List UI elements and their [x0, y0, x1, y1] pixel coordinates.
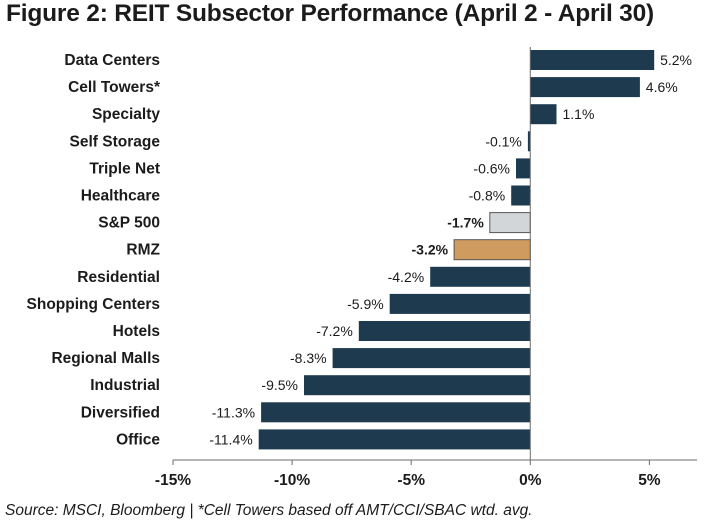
- x-tick-label: 0%: [519, 472, 542, 489]
- category-label: RMZ: [126, 242, 160, 259]
- category-label: Healthcare: [81, 188, 161, 205]
- bar: [516, 158, 531, 179]
- source-footnote: Source: MSCI, Bloomberg | *Cell Towers b…: [5, 502, 533, 519]
- data-label: -0.1%: [485, 133, 522, 149]
- data-label: 1.1%: [563, 106, 595, 122]
- x-tick-label: -5%: [397, 472, 425, 489]
- bar: [430, 266, 531, 287]
- x-tick-label: -10%: [274, 472, 310, 489]
- data-label: -8.3%: [290, 350, 327, 366]
- data-label: -11.3%: [212, 404, 255, 420]
- data-label: -11.4%: [209, 431, 252, 447]
- category-label: Self Storage: [70, 133, 161, 150]
- bar: [453, 239, 531, 261]
- category-label: Regional Malls: [51, 350, 160, 367]
- data-label: 4.6%: [646, 79, 678, 95]
- bar: [530, 104, 557, 125]
- data-label: -9.5%: [261, 377, 298, 393]
- x-tick-label: 5%: [638, 472, 661, 489]
- data-label: 5.2%: [660, 52, 692, 68]
- category-label: Data Centers: [64, 52, 160, 69]
- category-label: Triple Net: [89, 160, 160, 177]
- data-label: -0.8%: [469, 188, 506, 204]
- bar: [530, 77, 640, 98]
- bar: [489, 212, 531, 234]
- category-label: Hotels: [113, 323, 160, 340]
- data-label: -1.7%: [447, 215, 484, 231]
- category-label: Industrial: [90, 377, 160, 394]
- bar: [389, 293, 531, 314]
- bar: [511, 185, 531, 206]
- x-tick-label: -15%: [155, 472, 191, 489]
- category-label: Cell Towers*: [68, 79, 161, 96]
- data-label: -3.2%: [412, 242, 449, 258]
- chart-title: Figure 2: REIT Subsector Performance (Ap…: [6, 0, 654, 27]
- category-label: Diversified: [81, 404, 160, 421]
- bar: [261, 402, 531, 423]
- category-label: S&P 500: [98, 215, 160, 232]
- bar: [258, 429, 531, 450]
- data-label: -5.9%: [347, 296, 384, 312]
- category-label: Specialty: [92, 106, 160, 123]
- bar: [304, 375, 531, 396]
- bar: [530, 50, 655, 70]
- bar: [527, 131, 531, 152]
- data-label: -7.2%: [316, 323, 353, 339]
- category-label: Office: [116, 431, 160, 448]
- bar: [332, 348, 531, 369]
- data-label: -0.6%: [473, 160, 510, 176]
- data-label: -4.2%: [388, 269, 425, 285]
- bar: [358, 321, 531, 341]
- category-label: Residential: [77, 269, 160, 286]
- category-label: Shopping Centers: [27, 296, 160, 313]
